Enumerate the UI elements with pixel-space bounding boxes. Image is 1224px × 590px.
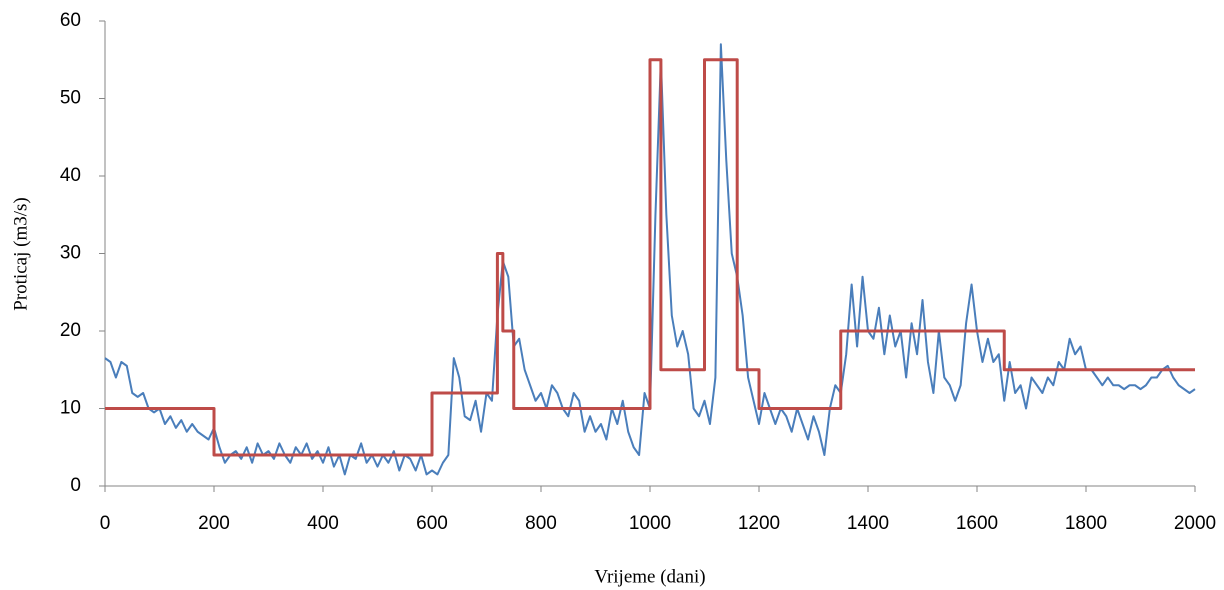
x-tick-label: 600 bbox=[416, 513, 448, 534]
x-tick-label: 1400 bbox=[847, 513, 889, 534]
y-tick-label: 50 bbox=[60, 88, 81, 109]
y-tick-label: 60 bbox=[60, 10, 81, 31]
y-tick-label: 0 bbox=[70, 475, 81, 496]
x-tick-label: 800 bbox=[525, 513, 557, 534]
y-tick-label: 10 bbox=[60, 398, 81, 419]
x-tick-label: 1000 bbox=[629, 513, 671, 534]
y-axis-title: Proticaj (m3/s) bbox=[10, 197, 31, 310]
series-line bbox=[105, 58, 1195, 457]
x-axis-title: Vrijeme (dani) bbox=[594, 566, 705, 587]
x-tick-label: 1200 bbox=[738, 513, 780, 534]
x-tick-label: 400 bbox=[307, 513, 339, 534]
x-tick-label: 1600 bbox=[956, 513, 998, 534]
x-tick-label: 2000 bbox=[1174, 513, 1216, 534]
x-tick-label: 0 bbox=[100, 513, 111, 534]
x-tick-label: 200 bbox=[198, 513, 230, 534]
y-tick-label: 40 bbox=[60, 165, 81, 186]
y-tick-label: 20 bbox=[60, 320, 81, 341]
y-tick-label: 30 bbox=[60, 243, 81, 264]
x-tick-label: 1800 bbox=[1065, 513, 1107, 534]
